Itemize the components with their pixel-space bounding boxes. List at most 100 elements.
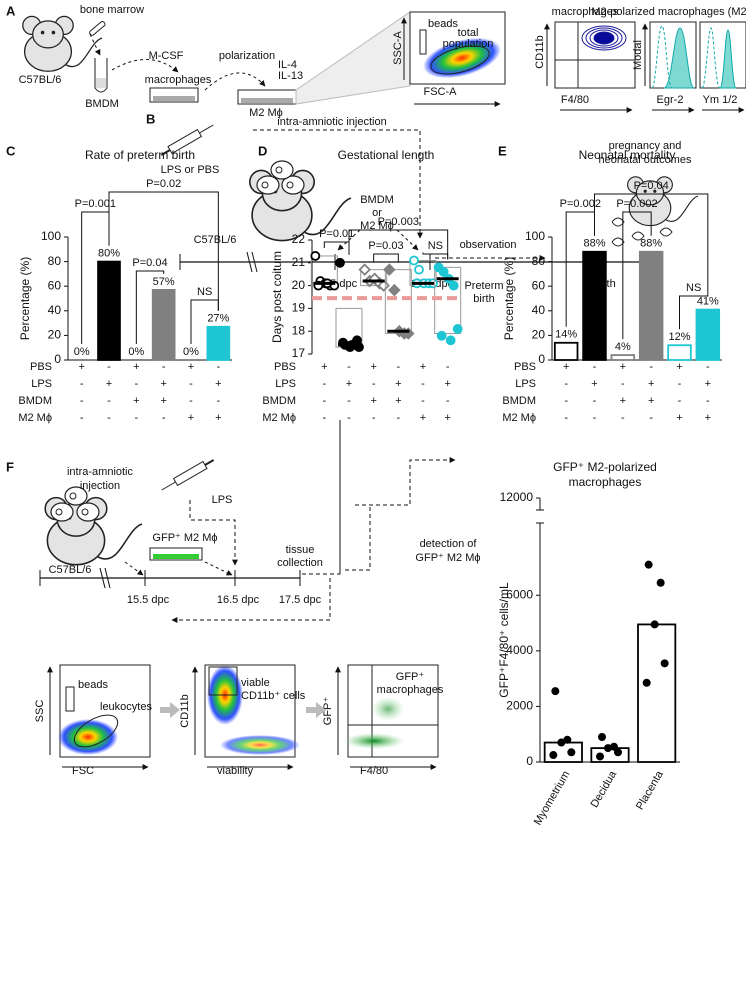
condition-symbol: + [78,361,84,373]
condition-symbol: + [133,395,139,407]
label: C57BL/6 [19,74,62,86]
y-tick-label: 19 [292,301,306,315]
bar [637,623,677,763]
condition-symbol: + [620,395,626,407]
mouse-eye [51,30,56,35]
label: neonatal outcomes [599,154,692,166]
value-label: 4% [615,341,631,353]
label: C57BL/6 [194,234,237,246]
connector [396,229,419,251]
condition-symbol: - [80,412,84,424]
condition-symbol: - [347,361,351,373]
label: M2 Mϕ [360,220,394,232]
data-point [650,620,659,629]
mouse-tail [65,37,103,68]
y-tick-label: 20 [292,278,306,292]
condition-symbol: - [649,361,653,373]
condition-symbol: + [444,378,450,390]
histogram-m2 [663,27,695,89]
condition-symbol: + [188,361,194,373]
condition-symbol: - [134,378,138,390]
label: M2 Mϕ [249,107,283,119]
histogram-control [701,27,721,89]
data-point [642,678,651,687]
connector [124,561,144,576]
label: pregnancy and [609,140,682,152]
y-axis-label: Percentage (%) [18,257,32,340]
label: population [443,38,494,50]
data-point [358,263,371,276]
panel-letter: C [6,143,16,158]
condition-symbol: - [396,361,400,373]
mouse-head [635,180,665,206]
contour [585,27,623,49]
condition-label: M2 Mϕ [502,412,536,424]
y-tick-label: 12000 [500,490,534,504]
connector [246,251,253,273]
y-tick-label: 100 [525,229,545,243]
condition-symbol: - [216,395,220,407]
label: IL-4 [278,59,297,71]
reference-label: birth [473,293,494,305]
data-point [644,560,653,569]
y-axis-label: GFP⁺F4/80⁺ cells/mL [497,582,511,698]
significance-bracket [108,191,219,311]
label: LPS [212,494,233,506]
y-tick-label: 80 [532,254,546,268]
condition-symbol: - [706,361,710,373]
y-tick-label: 80 [48,254,62,268]
syringe-barrel [172,460,208,487]
syringe-icon [161,459,215,491]
data-point [614,748,622,757]
pup-icon [631,231,645,241]
flow-plot [554,21,636,89]
value-label: 88% [640,238,662,250]
label: SSC-A [392,31,404,65]
condition-symbol: + [370,395,376,407]
y-tick-label: 0 [54,352,61,366]
dish-cells [153,554,199,559]
significance-bracket [622,211,652,340]
range-box [434,266,462,334]
x-tick-label: Myometrium [532,769,573,827]
label: FSC [72,765,94,777]
data-point [414,264,424,275]
label: 15.5 dpc [127,594,170,606]
significance-label: P=0.002 [616,198,657,210]
data-point [656,578,665,587]
embryo [286,181,294,189]
condition-symbol: + [676,412,682,424]
label: Egr-2 [657,94,684,106]
label: viability [217,765,254,777]
x-tick-label: Decidua [589,768,620,810]
value-label: 80% [98,248,120,260]
condition-symbol: - [396,412,400,424]
data-point [660,659,669,668]
data-point [388,283,401,297]
y-tick-label: 40 [532,303,546,317]
label: SSC [34,700,46,723]
y-tick-label: 60 [48,278,62,292]
panel-letter: B [146,111,155,126]
significance-label: NS [197,286,212,298]
embryo [69,492,77,500]
pup-icon [611,237,625,247]
condition-symbol: + [133,361,139,373]
condition-symbol: + [160,395,166,407]
condition-label: PBS [514,361,536,373]
embryo [261,181,269,189]
data-point [452,324,463,334]
label: LPS or PBS [161,164,220,176]
syringe-plunger [204,459,215,466]
data-point [445,335,456,346]
value-label: 57% [153,276,175,288]
gate [73,714,119,748]
value-label: 0% [128,346,144,358]
value-label: 0% [74,346,90,358]
condition-symbol: + [215,378,221,390]
data-point [610,742,618,751]
connector [251,251,258,273]
connector [104,567,111,589]
connector [204,561,233,576]
flow-arrow [306,702,326,718]
